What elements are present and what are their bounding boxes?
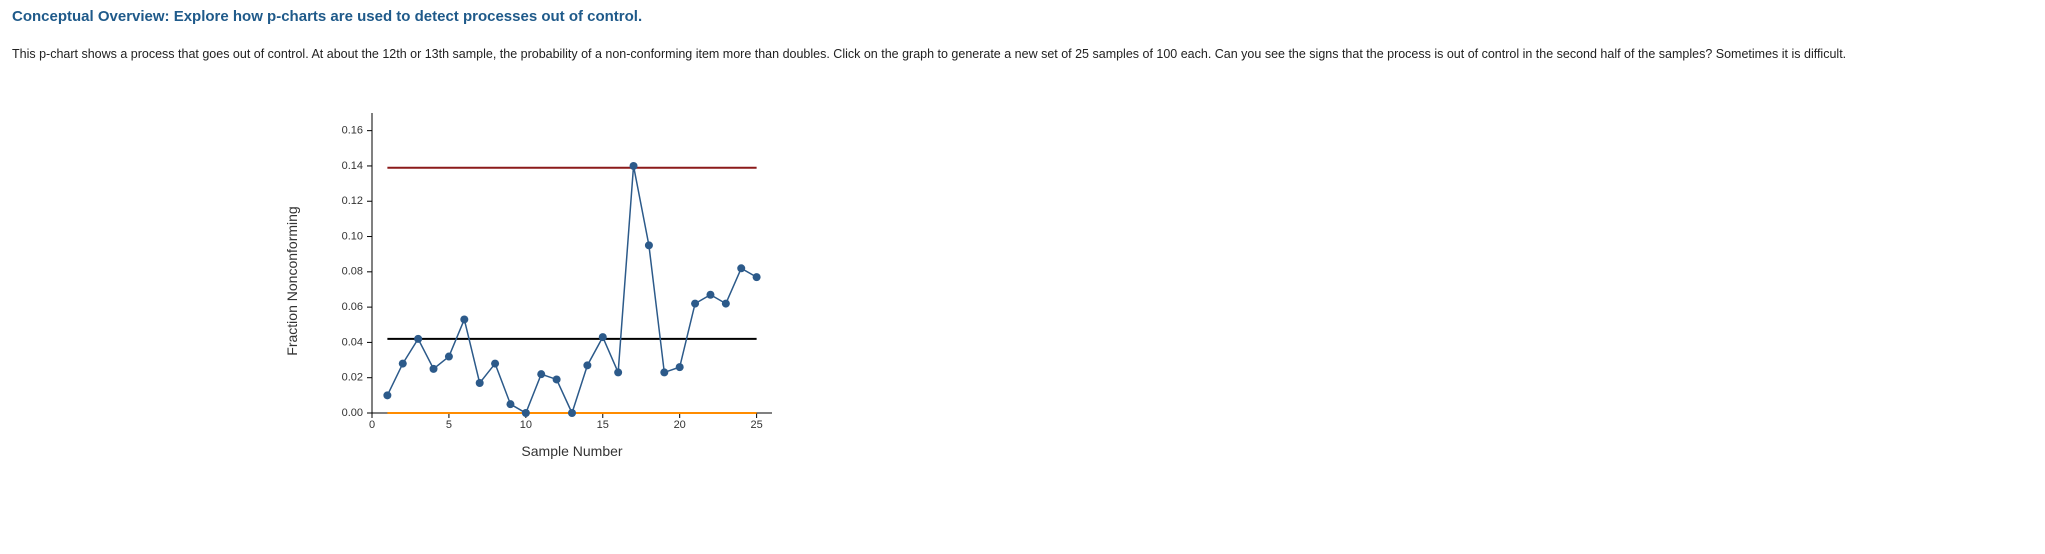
p-chart-plot[interactable]: 0.00 0.02 0.04 0.06 0.08 0.10 0.12 0.14 0.16 0 5 10…	[322, 103, 782, 441]
y-axis-label: Fraction Nonconforming	[284, 206, 300, 355]
x-axis-label: Sample Number	[362, 443, 782, 459]
svg-text:0: 0	[369, 419, 375, 431]
svg-text:20: 20	[674, 419, 686, 431]
page-description: This p-chart shows a process that goes o…	[12, 45, 2033, 63]
svg-text:25: 25	[750, 419, 762, 431]
svg-text:0.00: 0.00	[342, 407, 363, 419]
svg-text:0.14: 0.14	[342, 160, 363, 172]
page-title: Conceptual Overview: Explore how p-chart…	[12, 8, 2033, 25]
svg-text:15: 15	[597, 419, 609, 431]
svg-text:5: 5	[446, 419, 452, 431]
svg-text:0.02: 0.02	[342, 372, 363, 384]
svg-text:0.04: 0.04	[342, 336, 363, 348]
svg-text:10: 10	[520, 419, 532, 431]
svg-text:0.16: 0.16	[342, 125, 363, 137]
svg-text:0.08: 0.08	[342, 266, 363, 278]
svg-text:0.10: 0.10	[342, 231, 363, 243]
svg-text:0.12: 0.12	[342, 195, 363, 207]
p-chart-container: Fraction Nonconforming 0.000.020.040.060…	[322, 103, 782, 459]
svg-text:0.06: 0.06	[342, 301, 363, 313]
